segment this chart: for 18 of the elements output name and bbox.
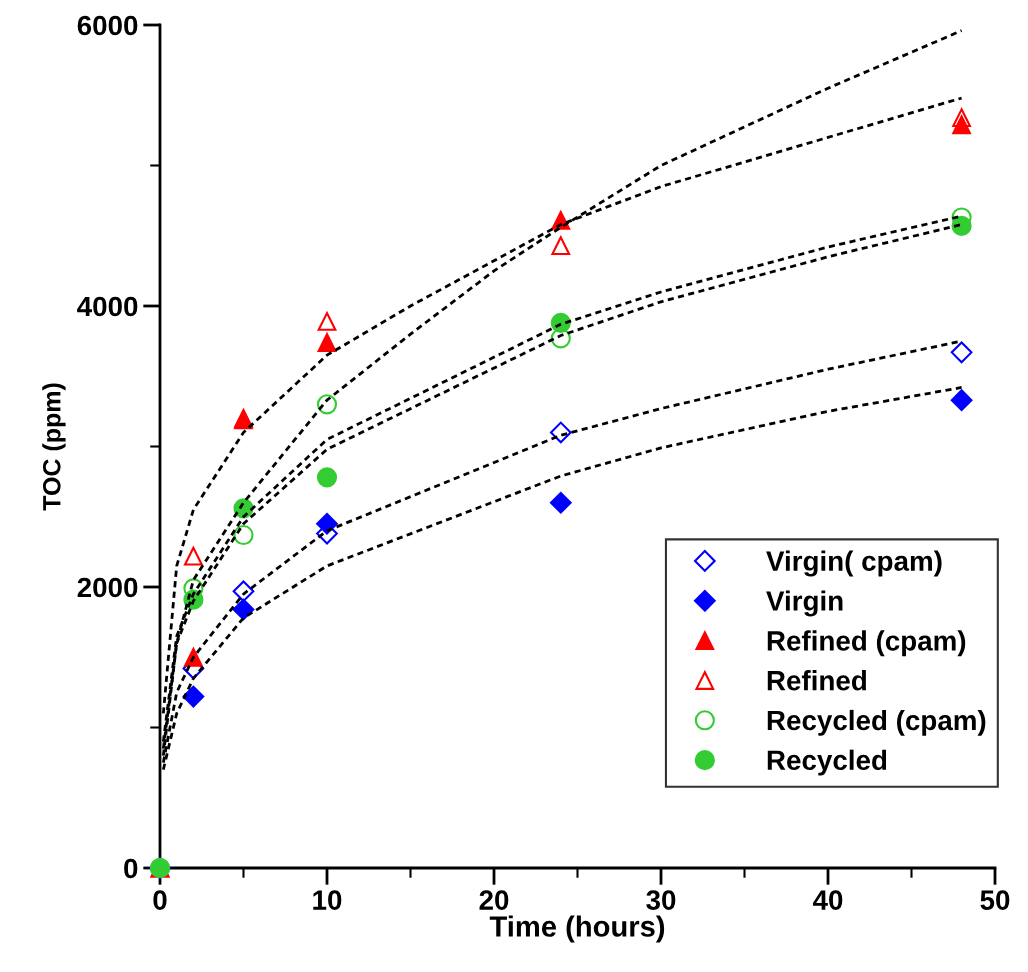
x-tick-label: 10 <box>313 890 342 910</box>
x-tick-label: 20 <box>479 890 509 910</box>
legend-label: Virgin( cpam) <box>766 550 942 577</box>
x-tick-label: 0 <box>153 890 167 910</box>
x-tick-label: 40 <box>812 890 843 910</box>
legend-label: Recycled <box>767 749 887 776</box>
x-tick-label: 50 <box>980 890 1010 910</box>
x-axis-title: Time (hours) <box>489 915 665 943</box>
legend-label: Refined (cpam) <box>767 630 966 657</box>
legend-label: Recycled (cpam) <box>767 709 986 736</box>
y-tick-label: 4000 <box>77 296 138 317</box>
legend-label: Refined <box>767 670 866 691</box>
x-tick-label: 30 <box>646 890 676 910</box>
legend-label: Virgin <box>766 590 843 617</box>
y-tick-label: 2000 <box>77 577 138 598</box>
y-tick-label: 6000 <box>77 15 138 36</box>
y-tick-label: 0 <box>124 858 138 879</box>
y-axis-title: TOC (ppm) <box>42 383 66 511</box>
